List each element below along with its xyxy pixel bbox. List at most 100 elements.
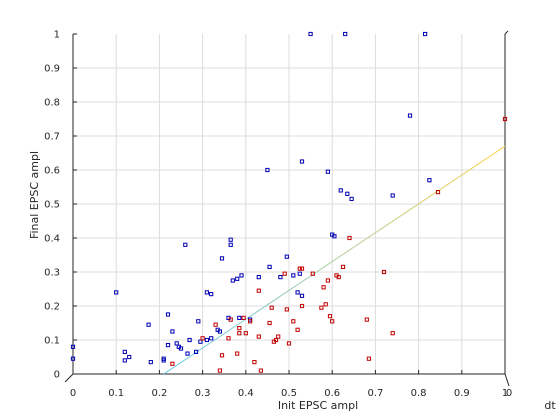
- scatter-point-red: [256, 334, 261, 339]
- scatter-point-blue: [228, 237, 233, 242]
- scatter-point-red: [299, 266, 305, 271]
- scatter-point-blue: [343, 31, 348, 37]
- scatter-point-red: [347, 235, 352, 241]
- scatter-point-red: [228, 317, 233, 322]
- x-tick-labels: 0 0.1 0.2 0.3 0.4 0.5 0.6 0.7 0.8 0.9 1: [70, 388, 508, 399]
- scatter-point-red: [321, 285, 326, 290]
- x-tick-label: 0.2: [151, 388, 167, 399]
- scatter-point-blue: [230, 278, 235, 283]
- z-tick-label: 0: [506, 388, 512, 399]
- scatter-point-red: [340, 264, 346, 269]
- scatter-point-blue: [209, 292, 214, 297]
- scatter-point-red: [217, 368, 223, 373]
- x-tick-label: 0.9: [454, 388, 470, 399]
- scatter-point-blue: [146, 322, 151, 327]
- scatter-point-red: [310, 271, 315, 276]
- z-axis-line: [504, 373, 510, 387]
- scatter-point-blue: [390, 193, 395, 198]
- scatter-point-red: [267, 320, 272, 326]
- axes-frame: [64, 30, 510, 387]
- scatter-point-red: [286, 341, 292, 346]
- scatter-point-blue: [148, 360, 153, 365]
- x-tick-label: 0.8: [411, 388, 427, 399]
- y-axis-label: Final EPSC ampl: [28, 151, 41, 239]
- y-tick-label: 1: [54, 30, 60, 41]
- scatter-point-red: [273, 337, 279, 343]
- scatter-point-red: [297, 266, 302, 271]
- scatter-point-blue: [127, 354, 132, 360]
- scatter-point-blue: [297, 271, 302, 276]
- scatter-point-blue: [219, 256, 225, 261]
- scatter-point-blue: [256, 275, 261, 280]
- scatter-point-red: [291, 319, 296, 324]
- scatter-point-blue: [196, 319, 201, 324]
- scatter-point-red: [237, 326, 242, 331]
- x-tick-label: 0.5: [281, 388, 297, 399]
- fit-line-group: [163, 145, 506, 375]
- scatter-point-blue: [284, 254, 289, 259]
- depth-corner-line: [504, 30, 509, 35]
- scatter-point-red: [323, 302, 328, 307]
- scatter-point-red: [299, 303, 305, 309]
- y-tick-label: 0.5: [44, 200, 60, 211]
- scatter-point-blue: [114, 290, 119, 295]
- scatter-point-red: [243, 331, 248, 336]
- scatter-point-blue: [235, 276, 240, 281]
- scatter-point-blue: [187, 337, 192, 343]
- scatter-point-blue: [239, 273, 244, 278]
- scatter-point-blue: [345, 191, 350, 196]
- scatter-point-blue: [178, 346, 184, 351]
- x-axis-label: Init EPSC ampl: [278, 399, 358, 412]
- scatter-point-blue: [299, 293, 305, 298]
- scatter-point-red: [390, 331, 395, 336]
- y-tick-label: 0: [54, 370, 60, 381]
- scatter-point-red: [381, 269, 387, 275]
- scatter-point-blue: [332, 234, 337, 239]
- scatter-point-blue: [209, 336, 214, 341]
- scatter-point-red: [226, 336, 231, 341]
- scatter-point-red: [219, 353, 225, 358]
- scatter-point-red: [258, 368, 263, 373]
- scatter-point-red: [241, 315, 246, 320]
- scatter-point-blue: [170, 329, 175, 334]
- scatter-point-red: [502, 116, 508, 122]
- scatter-point-blue: [70, 356, 76, 361]
- scatter-point-red: [170, 361, 175, 366]
- scatter-point-red: [364, 317, 369, 322]
- scatter-point-blue: [165, 343, 171, 348]
- scatter-point-blue: [204, 337, 210, 343]
- scatter-point-red: [252, 360, 257, 365]
- scatter-point-blue: [265, 167, 270, 173]
- x-tick-label: 0.3: [195, 388, 211, 399]
- scatter-point-blue: [237, 315, 242, 320]
- scatter-point-red: [319, 305, 324, 310]
- scatter-point-red: [269, 305, 274, 310]
- scatter-point-blue: [198, 339, 203, 344]
- x-tick-label: 0.4: [238, 388, 254, 399]
- scatter-point-red: [235, 351, 240, 356]
- scatter-point-blue: [278, 275, 283, 280]
- scatter-point-blue: [338, 188, 343, 193]
- scatter-point-blue: [308, 31, 313, 37]
- scatter-point-red: [237, 331, 242, 336]
- scatter-point-red: [213, 322, 218, 327]
- scatter-point-blue: [204, 290, 210, 295]
- x-tick-label: 0.6: [324, 388, 340, 399]
- y-tick-label: 0.6: [44, 166, 60, 177]
- scatter-point-red: [330, 319, 335, 324]
- scatter-point-blue: [185, 351, 190, 356]
- scatter-point-red: [248, 319, 253, 324]
- scatter-point-blue: [217, 329, 223, 334]
- scatter-point-blue: [291, 273, 296, 278]
- y-tick-label: 0.3: [44, 268, 60, 279]
- scatter-point-red: [200, 336, 205, 341]
- scatter-point-blue: [228, 242, 233, 247]
- scatter-points: [70, 31, 508, 373]
- y-tick-label: 0.1: [44, 336, 60, 347]
- fit-line: [163, 145, 506, 375]
- scatter-point-blue: [161, 358, 166, 363]
- scatter-point-blue: [122, 358, 127, 363]
- scatter-point-red: [366, 356, 371, 361]
- scatter-point-blue: [194, 349, 199, 354]
